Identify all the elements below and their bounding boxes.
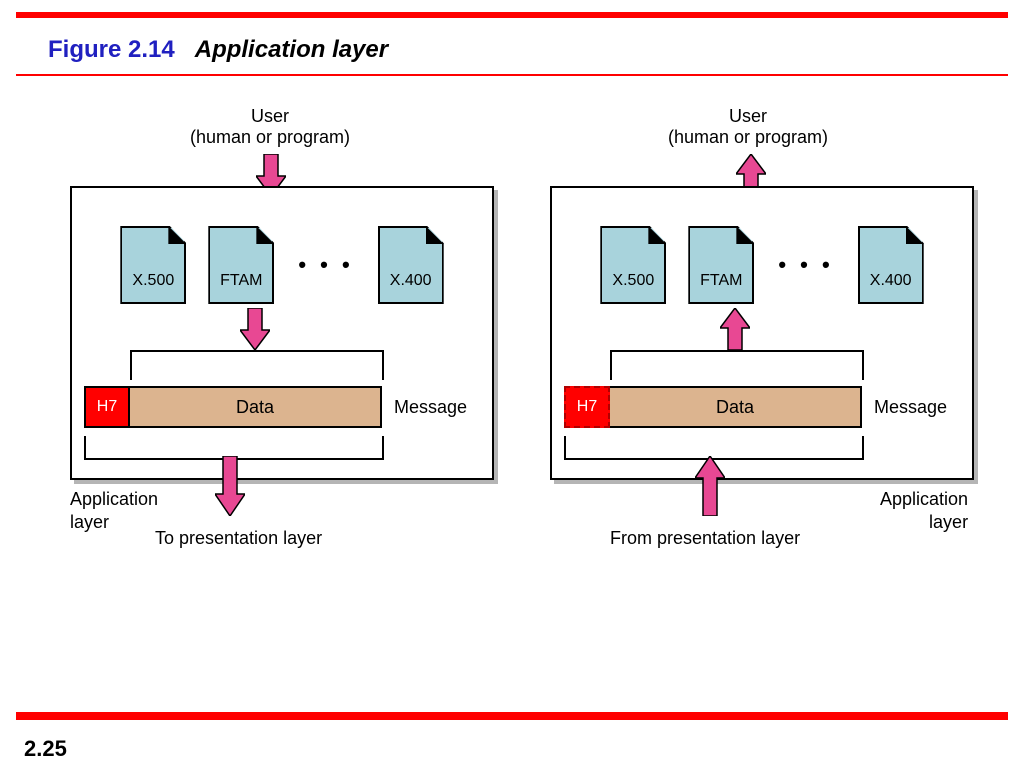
figure-title-row: Figure 2.14 Application layer xyxy=(48,36,1024,64)
left-user-line2: (human or program) xyxy=(170,127,370,148)
left-arrow-out-icon xyxy=(215,456,245,516)
figure-title: Application layer xyxy=(195,36,388,63)
left-message-label: Message xyxy=(394,397,467,418)
right-arrow-data-icon xyxy=(720,308,750,350)
right-app-label-l2: layer xyxy=(880,511,968,534)
right-app-label: Application layer xyxy=(880,488,968,533)
left-app-label: Application layer xyxy=(70,488,158,533)
bottom-red-bar xyxy=(16,712,1008,720)
right-message-row: H7 Data Message xyxy=(564,386,947,428)
right-doc-ftam: FTAM xyxy=(688,226,754,304)
left-arrow-data-icon xyxy=(240,308,270,350)
left-doc-x400: X.400 xyxy=(378,226,444,304)
left-header-box: H7 xyxy=(84,386,130,428)
left-bracket-top xyxy=(130,350,384,380)
right-data-box: Data xyxy=(610,386,862,428)
left-user-label: User (human or program) xyxy=(170,106,370,148)
right-flow-label: From presentation layer xyxy=(610,528,800,549)
right-arrow-in-icon xyxy=(695,456,725,516)
right-header-box: H7 xyxy=(564,386,610,428)
title-underline xyxy=(16,74,1008,76)
right-message-label: Message xyxy=(874,397,947,418)
right-panel: X.500 FTAM • • • X.400 H7 Data Message xyxy=(550,186,974,480)
right-user-line1: User xyxy=(648,106,848,127)
right-user-label: User (human or program) xyxy=(648,106,848,148)
left-doc-ftam: FTAM xyxy=(208,226,274,304)
left-user-line1: User xyxy=(170,106,370,127)
left-dots: • • • xyxy=(298,252,353,278)
figure-number: Figure 2.14 xyxy=(48,36,175,63)
left-doc-x500: X.500 xyxy=(120,226,186,304)
left-doc-ftam-label: FTAM xyxy=(208,272,274,290)
right-doc-row: X.500 FTAM • • • X.400 xyxy=(552,226,972,304)
right-doc-x400: X.400 xyxy=(858,226,924,304)
left-doc-x400-label: X.400 xyxy=(378,272,444,290)
left-flow-label: To presentation layer xyxy=(155,528,322,549)
left-doc-x500-label: X.500 xyxy=(120,272,186,290)
left-app-label-l1: Application xyxy=(70,488,158,511)
left-message-row: H7 Data Message xyxy=(84,386,467,428)
left-panel: X.500 FTAM • • • X.400 H7 Data Message xyxy=(70,186,494,480)
diagram-area: User (human or program) X.500 FTAM • • •… xyxy=(0,96,1024,656)
right-bracket-top xyxy=(610,350,864,380)
right-user-line2: (human or program) xyxy=(648,127,848,148)
right-doc-x400-label: X.400 xyxy=(858,272,924,290)
right-app-label-l1: Application xyxy=(880,488,968,511)
left-data-box: Data xyxy=(130,386,382,428)
right-dots: • • • xyxy=(778,252,833,278)
page-number: 2.25 xyxy=(24,736,67,762)
right-doc-x500: X.500 xyxy=(600,226,666,304)
right-doc-x500-label: X.500 xyxy=(600,272,666,290)
right-doc-ftam-label: FTAM xyxy=(688,272,754,290)
top-red-bar xyxy=(16,12,1008,18)
left-app-label-l2: layer xyxy=(70,511,158,534)
left-doc-row: X.500 FTAM • • • X.400 xyxy=(72,226,492,304)
